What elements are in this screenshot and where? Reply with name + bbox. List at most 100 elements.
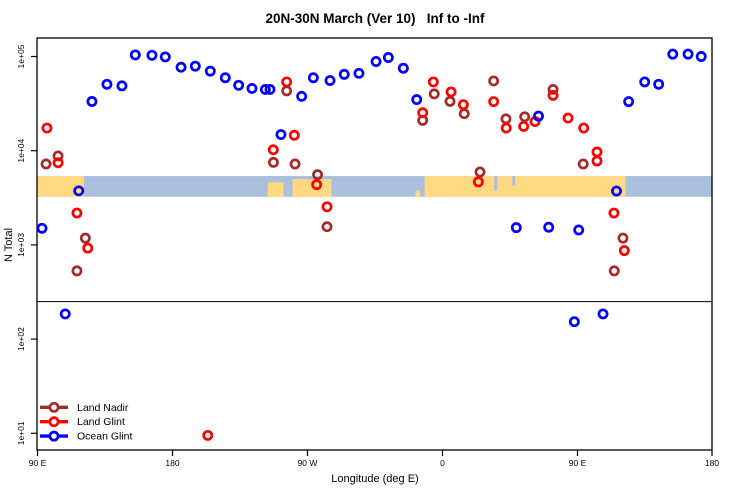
data-point-land-glint — [547, 89, 559, 101]
data-point-land-nadir — [577, 158, 589, 170]
data-point-land-glint — [518, 120, 530, 132]
data-point-land-glint — [591, 155, 603, 167]
data-point-ocean-glint — [129, 49, 141, 61]
data-point-land-glint — [618, 245, 630, 257]
data-point-ocean-glint — [597, 308, 609, 320]
data-point-land-nadir — [40, 158, 52, 170]
legend-label-land-nadir: Land Nadir — [77, 402, 129, 414]
data-point-land-glint — [578, 122, 590, 134]
data-point-land-glint — [71, 207, 83, 219]
legend-marker-ocean-glint — [48, 430, 60, 442]
x-tick-label: 90 E — [29, 458, 47, 468]
data-point-land-glint — [472, 176, 484, 188]
data-point-land-glint — [457, 99, 469, 111]
data-point-land-nadir — [321, 221, 333, 233]
data-point-ocean-glint — [101, 78, 113, 90]
map-ocean-notch — [494, 176, 498, 191]
world-map-band — [37, 176, 712, 197]
map-land — [415, 190, 420, 197]
data-point-land-nadir — [444, 95, 456, 107]
data-point-land-nadir — [52, 150, 64, 162]
chart-title: 20N-30N March (Ver 10) Inf to -Inf — [265, 11, 485, 26]
data-point-land-nadir — [312, 169, 323, 181]
data-point-land-glint — [52, 157, 64, 169]
data-point-ocean-glint — [36, 222, 48, 234]
y-tick-label: 1e+05 — [16, 44, 26, 68]
data-point-land-nadir — [428, 88, 440, 100]
map-land — [267, 182, 284, 197]
map-ocean-notch — [512, 176, 516, 186]
data-point-ocean-glint — [543, 221, 555, 233]
y-tick-label: 1e+03 — [16, 233, 26, 257]
data-point-land-glint — [281, 76, 293, 88]
legend-label-ocean-glint: Ocean Glint — [77, 431, 133, 443]
data-point-ocean-glint — [146, 49, 158, 61]
axis-tick-labels: 90 E 180 90 W 0 90 E 180 1e+01 1e+02 1e+03 1e+04 1… — [16, 44, 719, 468]
data-point-land-nadir — [547, 83, 559, 95]
data-point-land-glint — [591, 146, 603, 158]
data-point-land-nadir — [71, 265, 83, 277]
data-point-ocean-glint — [382, 52, 394, 63]
data-point-ocean-glint — [259, 83, 271, 95]
data-point-land-glint — [321, 201, 333, 213]
y-tick-label: 1e+02 — [16, 327, 26, 351]
map-land — [292, 179, 332, 197]
x-tick-label: 180 — [705, 458, 719, 468]
data-point-land-glint — [417, 107, 429, 119]
data-point-ocean-glint — [233, 79, 245, 91]
data-point-ocean-glint — [353, 67, 365, 79]
data-point-land-nadir — [474, 166, 486, 178]
data-point-land-glint — [562, 112, 574, 124]
data-point-ocean-glint — [324, 75, 336, 86]
x-tick-label: 90 E — [569, 458, 587, 468]
data-point-ocean-glint — [73, 185, 85, 197]
data-points — [36, 48, 707, 441]
data-point-ocean-glint — [397, 62, 409, 74]
data-point-land-nadir — [281, 85, 293, 97]
data-point-ocean-glint — [667, 48, 679, 60]
data-point-ocean-glint — [175, 61, 187, 73]
data-point-ocean-glint — [338, 68, 350, 80]
data-point-land-nadir — [608, 265, 620, 277]
data-point-ocean-glint — [639, 76, 651, 88]
data-point-land-glint — [488, 96, 500, 108]
legend-marker-land-nadir — [48, 401, 60, 413]
data-point-ocean-glint — [264, 83, 276, 95]
data-point-land-glint — [202, 429, 214, 441]
data-point-ocean-glint — [568, 316, 580, 328]
data-point-ocean-glint — [623, 96, 635, 108]
data-point-land-nadir — [268, 156, 279, 168]
y-tick-label: 1e+01 — [16, 421, 26, 445]
data-point-land-glint — [427, 76, 439, 88]
plot-border — [36, 37, 713, 451]
x-tick-label: 0 — [440, 458, 445, 468]
data-point-land-glint — [41, 122, 53, 134]
data-point-land-nadir — [617, 232, 629, 244]
axis-ticks — [31, 55, 713, 456]
data-point-ocean-glint — [307, 72, 319, 84]
map-land — [37, 176, 84, 197]
data-point-ocean-glint — [275, 129, 287, 140]
data-point-land-nadir — [458, 108, 470, 120]
data-point-land-glint — [267, 144, 279, 156]
data-point-land-nadir — [500, 113, 512, 125]
data-point-land-glint — [500, 122, 512, 134]
data-point-ocean-glint — [573, 224, 585, 236]
data-point-land-glint — [288, 129, 300, 141]
data-point-ocean-glint — [296, 90, 308, 102]
data-point-ocean-glint — [653, 78, 665, 90]
data-point-ocean-glint — [59, 308, 71, 320]
data-point-ocean-glint — [533, 110, 544, 122]
data-point-ocean-glint — [611, 185, 622, 197]
legend-label-land-glint: Land Glint — [77, 416, 125, 428]
data-point-land-nadir — [519, 111, 531, 123]
data-point-land-glint — [608, 207, 620, 219]
data-point-land-glint — [445, 86, 457, 98]
data-point-ocean-glint — [159, 51, 171, 63]
data-point-ocean-glint — [510, 222, 522, 234]
data-point-ocean-glint — [411, 94, 423, 106]
plot-frame — [36, 37, 713, 451]
x-tick-label: 90 W — [298, 458, 318, 468]
